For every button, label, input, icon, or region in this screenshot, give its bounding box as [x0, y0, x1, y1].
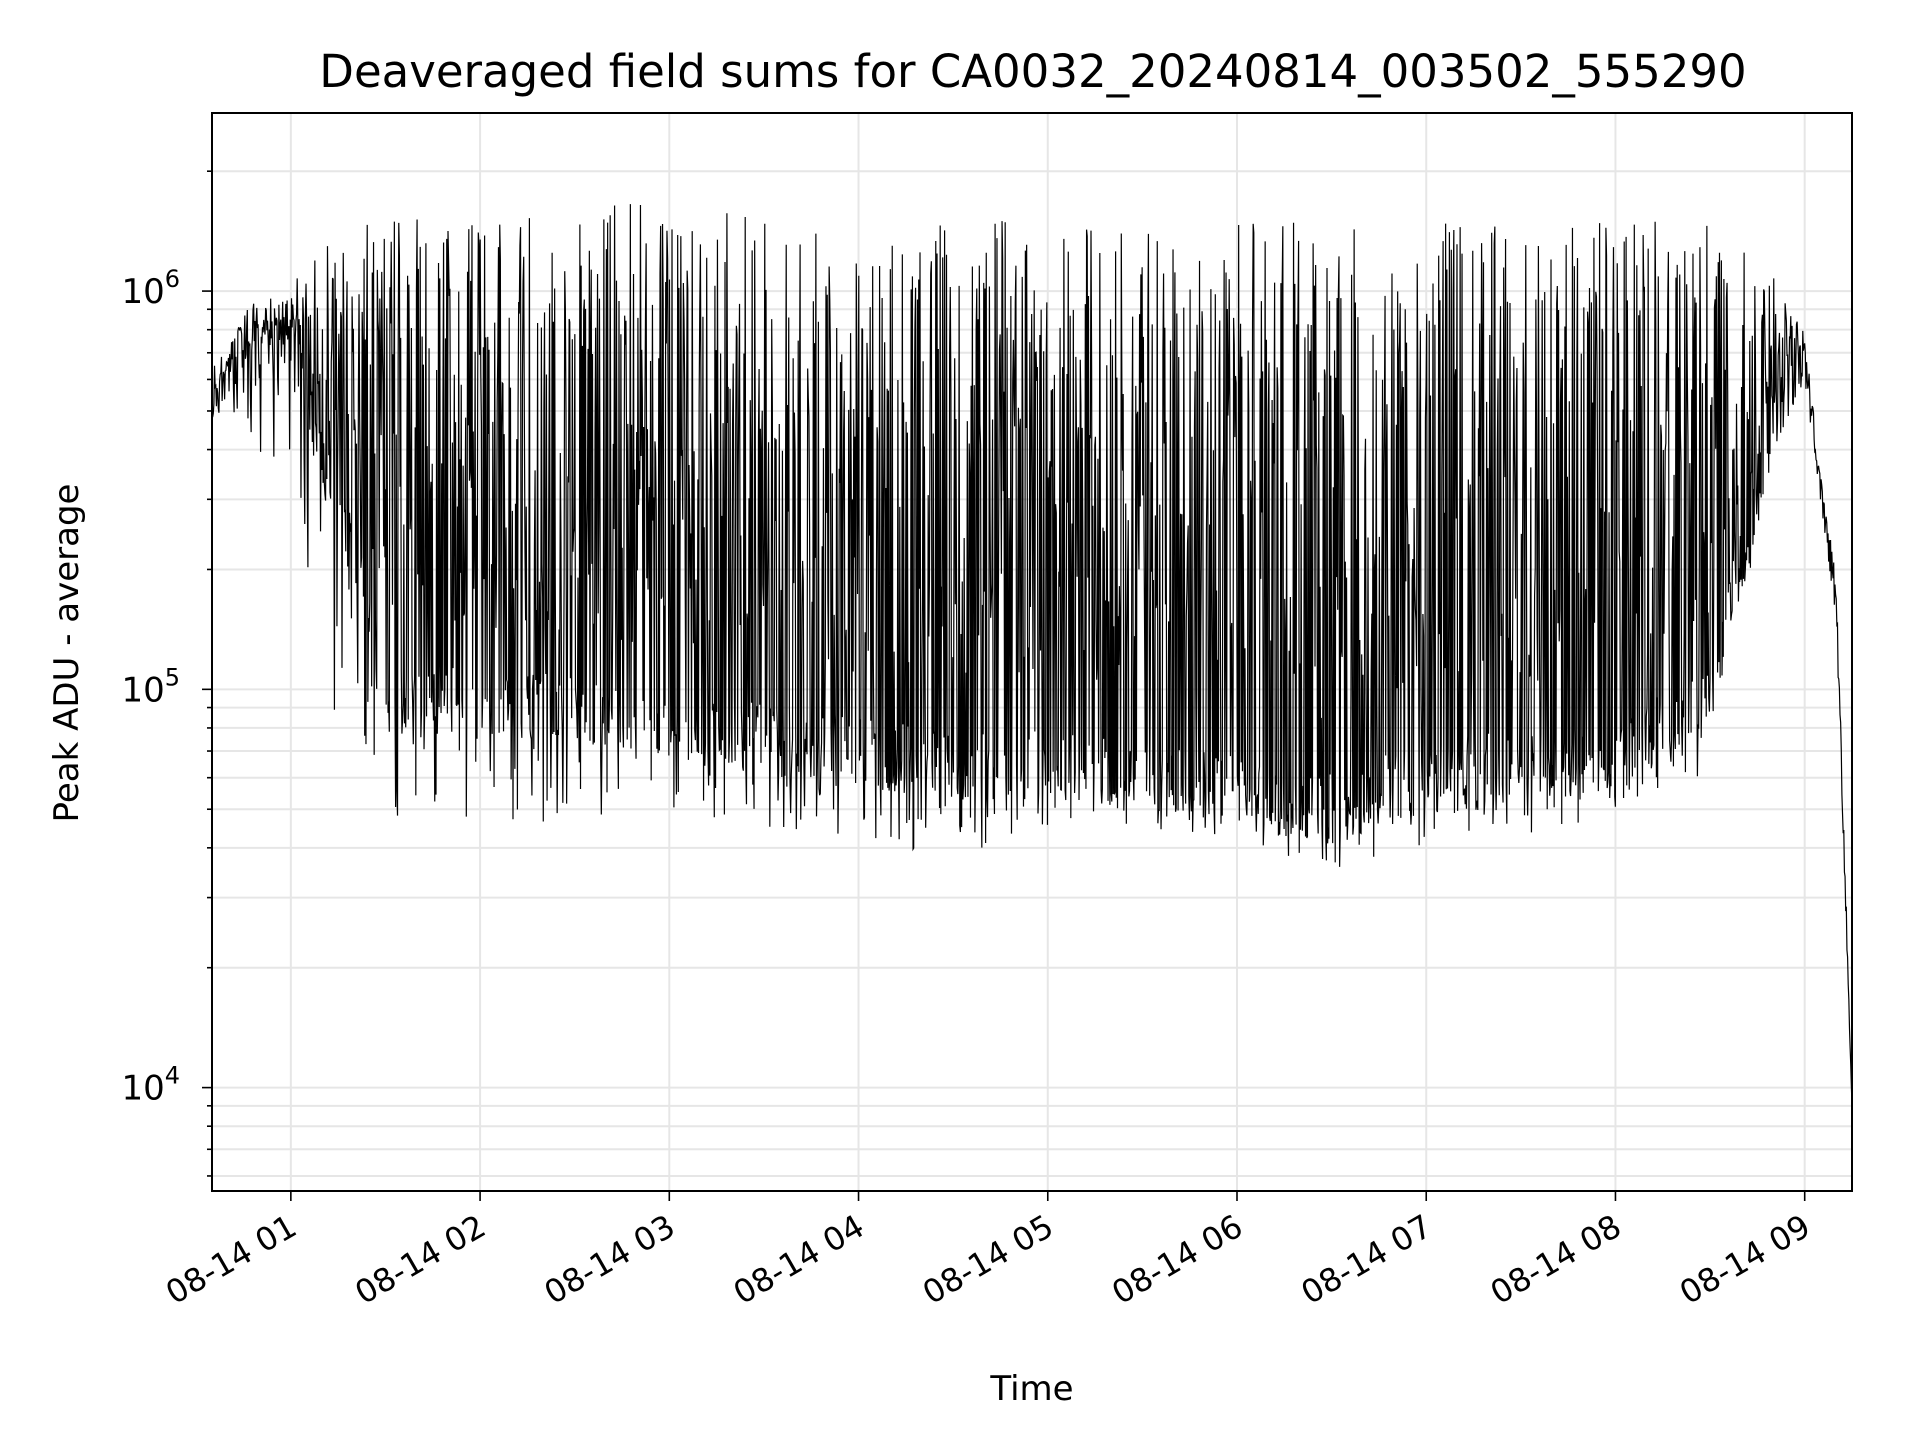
y-tick-exponent: 5: [165, 663, 180, 691]
x-axis-label: Time: [989, 1369, 1073, 1409]
y-tick-label: 105: [121, 663, 180, 710]
y-tick-label: 106: [121, 265, 180, 312]
data-series-line: [211, 204, 1853, 1106]
chart-title: Deaveraged field sums for CA0032_2024081…: [319, 45, 1746, 98]
y-tick-exponent: 4: [165, 1062, 180, 1090]
axis-ticks: [202, 170, 1806, 1201]
y-tick-base: 10: [121, 1069, 164, 1109]
y-tick-exponent: 6: [165, 265, 180, 293]
y-tick-label: 104: [121, 1062, 180, 1109]
series-layer: [211, 204, 1853, 1106]
plot-frame: [211, 112, 1853, 1192]
y-axis-label: Peak ADU - average: [47, 484, 87, 823]
y-tick-base: 10: [121, 272, 164, 312]
y-tick-base: 10: [121, 670, 164, 710]
